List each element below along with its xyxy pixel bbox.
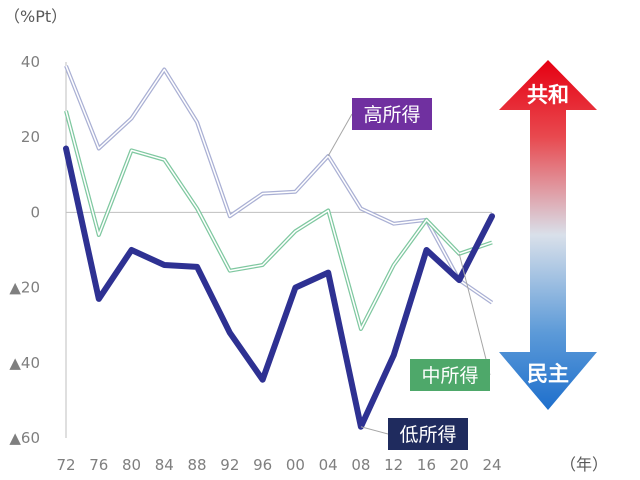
middle-income-leader-line <box>458 253 491 376</box>
x-tick-label: 92 <box>220 456 239 474</box>
low-income-label: 低所得 <box>399 424 456 446</box>
low-income-leader-line <box>360 426 389 435</box>
x-tick-label: 04 <box>319 456 338 474</box>
y-tick-label: ▲20 <box>9 279 40 297</box>
middle-income-label-box <box>410 359 490 391</box>
series-line-low-income <box>63 145 495 430</box>
x-tick-label: 84 <box>155 456 174 474</box>
arrow-bottom-label: 民主 <box>527 362 569 386</box>
x-tick-label: 80 <box>122 456 141 474</box>
high-income-label: 高所得 <box>363 104 420 126</box>
x-tick-label: 72 <box>56 456 75 474</box>
arrow-top-label: 共和 <box>527 83 569 107</box>
series-line-middle-income-inner <box>65 110 493 330</box>
y-tick-label: 20 <box>21 128 40 146</box>
y-tick-label: ▲40 <box>9 354 40 372</box>
high-income-label-box <box>352 98 432 130</box>
y-unit-label: （%Pt） <box>4 7 67 26</box>
low-income-label-box <box>388 418 468 450</box>
middle-income-label: 中所得 <box>421 365 478 387</box>
series-line-middle-income <box>64 110 493 331</box>
axes <box>65 62 492 438</box>
x-tick-label: 00 <box>286 456 305 474</box>
x-tick-label: 12 <box>384 456 403 474</box>
double-arrow-shape <box>499 60 597 410</box>
y-tick-label: ▲60 <box>9 429 40 447</box>
x-tick-label: 88 <box>188 456 207 474</box>
x-tick-label: 24 <box>482 456 501 474</box>
y-tick-labels: 40 20 0 ▲20 ▲40 ▲60 <box>9 53 40 447</box>
y-tick-label: 40 <box>21 53 40 71</box>
y-tick-label: 0 <box>30 203 40 221</box>
x-tick-label: 16 <box>417 456 436 474</box>
x-tick-label: 96 <box>253 456 272 474</box>
x-tick-labels: 72 76 80 84 88 92 96 00 04 08 12 16 20 24 <box>56 456 501 474</box>
x-tick-label: 08 <box>351 456 370 474</box>
series-line-high-income-inner <box>65 65 493 304</box>
x-tick-label: 76 <box>89 456 108 474</box>
series-lines <box>63 65 495 430</box>
x-unit-label: （年） <box>560 455 608 474</box>
x-tick-label: 20 <box>450 456 469 474</box>
high-income-leader-line <box>327 113 353 157</box>
partisan-scale-arrow: 共和 民主 <box>499 60 597 410</box>
